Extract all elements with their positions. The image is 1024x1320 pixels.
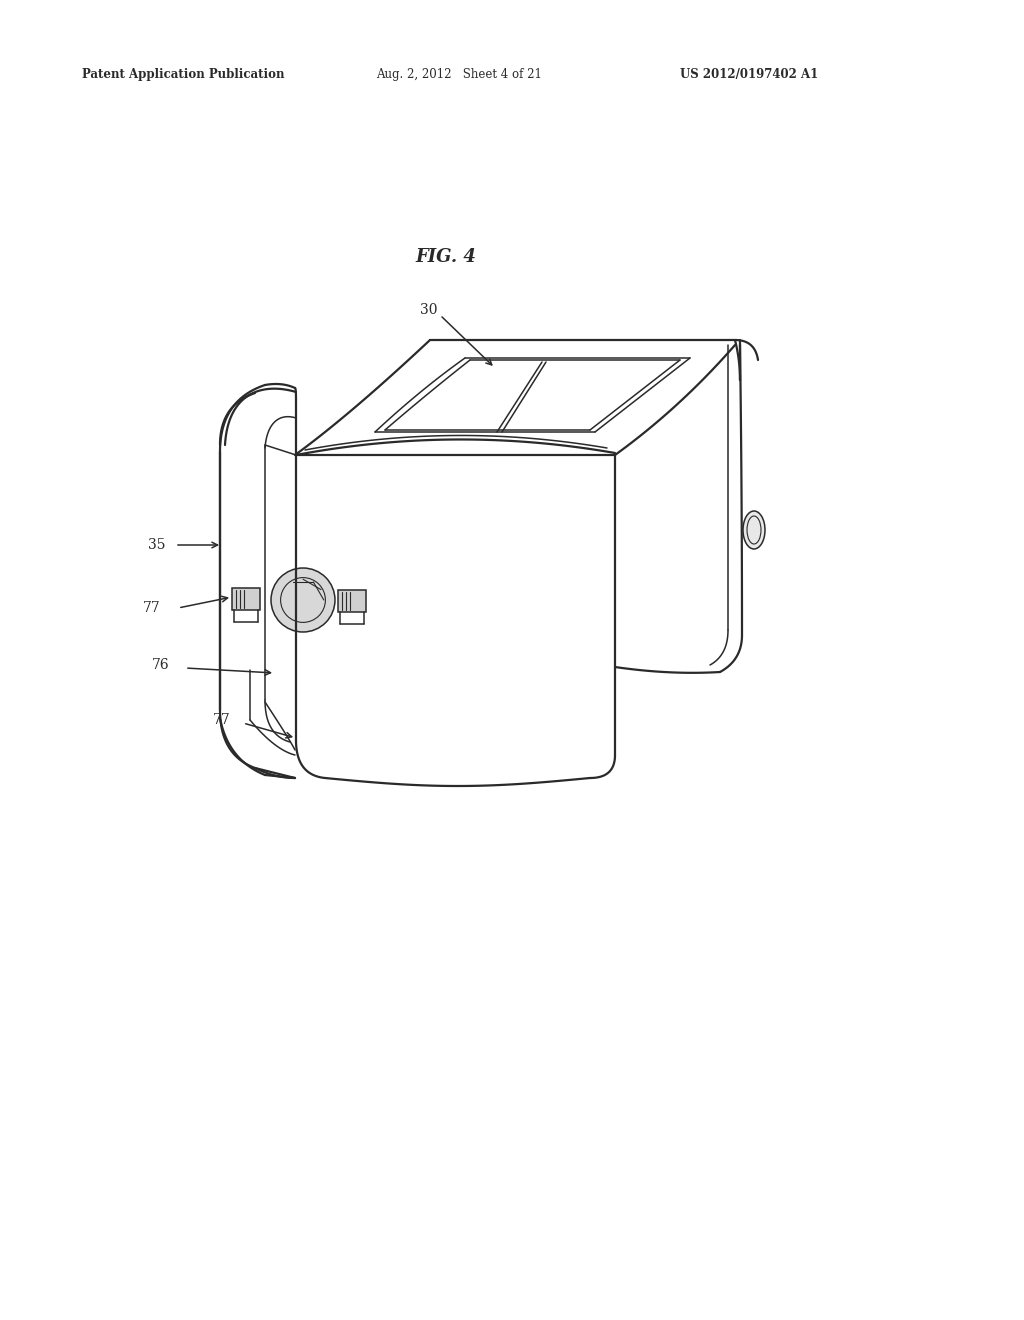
Text: 76: 76 [152, 657, 170, 672]
Text: Aug. 2, 2012   Sheet 4 of 21: Aug. 2, 2012 Sheet 4 of 21 [376, 69, 542, 81]
Text: 35: 35 [148, 539, 166, 552]
Ellipse shape [743, 511, 765, 549]
Text: US 2012/0197402 A1: US 2012/0197402 A1 [680, 69, 818, 81]
Text: FIG. 4: FIG. 4 [415, 248, 476, 267]
FancyBboxPatch shape [232, 587, 260, 610]
Text: Patent Application Publication: Patent Application Publication [82, 69, 285, 81]
Text: 30: 30 [420, 304, 437, 317]
FancyBboxPatch shape [338, 590, 366, 612]
Text: 77: 77 [213, 713, 230, 727]
Circle shape [271, 568, 335, 632]
Text: 77: 77 [143, 601, 161, 615]
